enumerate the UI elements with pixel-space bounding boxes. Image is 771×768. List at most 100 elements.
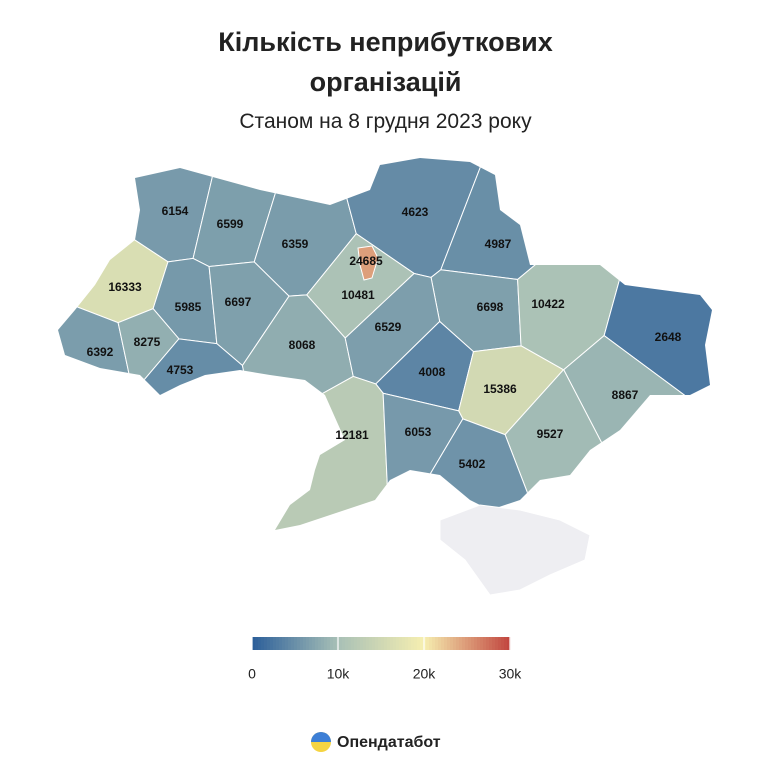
legend-swatch bbox=[471, 637, 475, 650]
legend-swatch bbox=[255, 637, 259, 650]
subtitle: Станом на 8 грудня 2023 року bbox=[239, 110, 532, 133]
legend-swatch bbox=[447, 637, 451, 650]
value-label: 6359 bbox=[282, 237, 309, 251]
legend-swatch bbox=[288, 637, 292, 650]
value-label: 2648 bbox=[655, 330, 682, 344]
legend-swatch bbox=[405, 637, 409, 650]
legend-swatch bbox=[282, 637, 286, 650]
legend-swatch bbox=[486, 637, 490, 650]
legend-swatch bbox=[396, 637, 400, 650]
legend-swatch bbox=[480, 637, 484, 650]
legend-swatch bbox=[276, 637, 280, 650]
legend-swatch bbox=[450, 637, 454, 650]
legend-swatch bbox=[252, 637, 256, 650]
value-label: 12181 bbox=[335, 428, 369, 442]
value-label: 8867 bbox=[612, 388, 639, 402]
value-label: 16333 bbox=[108, 280, 142, 294]
no-data-region bbox=[439, 504, 591, 596]
value-label: 24685 bbox=[349, 254, 383, 268]
legend-swatch bbox=[390, 637, 394, 650]
legend-swatch bbox=[504, 637, 508, 650]
region bbox=[357, 245, 379, 281]
legend-swatch bbox=[258, 637, 262, 650]
legend-swatch bbox=[456, 637, 460, 650]
legend-swatch bbox=[453, 637, 457, 650]
legend-swatch bbox=[495, 637, 499, 650]
value-label: 9527 bbox=[537, 427, 564, 441]
legend-swatch bbox=[273, 637, 277, 650]
legend-swatch bbox=[333, 637, 337, 650]
value-label: 6599 bbox=[217, 217, 244, 231]
brand: Опендатабот bbox=[337, 734, 441, 751]
legend-swatch bbox=[354, 637, 358, 650]
legend-swatch bbox=[267, 637, 271, 650]
legend-swatch bbox=[441, 637, 445, 650]
legend-swatch bbox=[498, 637, 502, 650]
legend-swatch bbox=[360, 637, 364, 650]
legend-swatch bbox=[345, 637, 349, 650]
legend-swatch bbox=[408, 637, 412, 650]
legend-swatch bbox=[459, 637, 463, 650]
legend-swatch bbox=[261, 637, 265, 650]
value-label: 10481 bbox=[341, 288, 375, 302]
logo bbox=[311, 732, 331, 742]
legend-swatch bbox=[399, 637, 403, 650]
legend-swatch bbox=[366, 637, 370, 650]
legend-swatch bbox=[339, 637, 343, 650]
legend-tick-label: 0 bbox=[248, 666, 256, 682]
legend-swatch bbox=[414, 637, 418, 650]
legend-swatch bbox=[327, 637, 331, 650]
value-label: 4753 bbox=[167, 363, 194, 377]
region bbox=[58, 338, 257, 530]
legend-swatch bbox=[477, 637, 481, 650]
legend-swatch bbox=[417, 637, 421, 650]
legend-swatch bbox=[306, 637, 310, 650]
legend-tick-label: 20k bbox=[413, 666, 437, 682]
value-label: 4008 bbox=[419, 365, 446, 379]
legend-swatch bbox=[351, 637, 355, 650]
legend-swatch bbox=[321, 637, 325, 650]
value-label: 8275 bbox=[134, 335, 161, 349]
legend-swatch bbox=[393, 637, 397, 650]
legend-swatch bbox=[492, 637, 496, 650]
legend-swatch bbox=[420, 637, 424, 650]
value-label: 4987 bbox=[485, 237, 512, 251]
legend-swatch bbox=[318, 637, 322, 650]
legend-swatch bbox=[279, 637, 283, 650]
legend-swatch bbox=[363, 637, 367, 650]
legend-swatch bbox=[270, 637, 274, 650]
legend-swatch bbox=[429, 637, 433, 650]
legend-swatch bbox=[315, 637, 319, 650]
legend-swatch bbox=[462, 637, 466, 650]
legend-swatch bbox=[468, 637, 472, 650]
legend-swatch bbox=[423, 637, 427, 650]
legend-swatch bbox=[309, 637, 313, 650]
legend-tick-label: 10k bbox=[327, 666, 351, 682]
legend-swatch bbox=[507, 637, 511, 650]
legend-swatch bbox=[402, 637, 406, 650]
region bbox=[504, 369, 712, 530]
legend-swatch bbox=[444, 637, 448, 650]
legend-swatch bbox=[465, 637, 469, 650]
title: Кількість неприбуткових організацій bbox=[218, 27, 553, 97]
value-label: 5985 bbox=[175, 300, 202, 314]
legend-swatch bbox=[342, 637, 346, 650]
value-label: 6392 bbox=[87, 345, 114, 359]
legend-swatch bbox=[312, 637, 316, 650]
legend-swatch bbox=[426, 637, 430, 650]
value-label: 10422 bbox=[531, 297, 565, 311]
value-label: 6698 bbox=[477, 300, 504, 314]
legend-swatch bbox=[348, 637, 352, 650]
legend-swatch bbox=[264, 637, 268, 650]
legend-swatch bbox=[297, 637, 301, 650]
legend-swatch bbox=[432, 637, 436, 650]
legend-swatch bbox=[375, 637, 379, 650]
legend-swatch bbox=[357, 637, 361, 650]
value-label: 6053 bbox=[405, 425, 432, 439]
legend-swatch bbox=[483, 637, 487, 650]
legend-swatch bbox=[474, 637, 478, 650]
color-legend: 0 10k 20k 30k bbox=[248, 637, 522, 682]
legend-swatch bbox=[330, 637, 334, 650]
value-label: 6697 bbox=[225, 295, 252, 309]
